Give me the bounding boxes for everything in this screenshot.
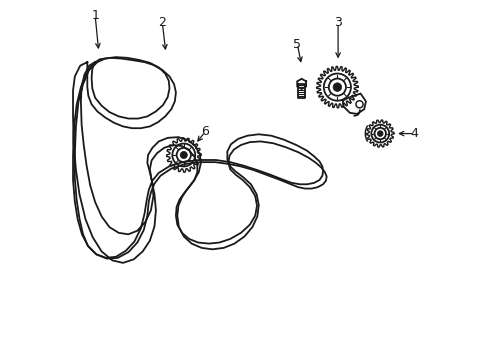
Text: 4: 4 — [409, 127, 417, 140]
Circle shape — [332, 83, 341, 91]
Text: 3: 3 — [333, 16, 341, 29]
Text: 2: 2 — [158, 16, 166, 29]
Text: 6: 6 — [201, 125, 209, 138]
Text: 5: 5 — [293, 38, 301, 51]
Circle shape — [377, 131, 382, 136]
Circle shape — [180, 152, 187, 158]
Text: 1: 1 — [91, 9, 99, 22]
